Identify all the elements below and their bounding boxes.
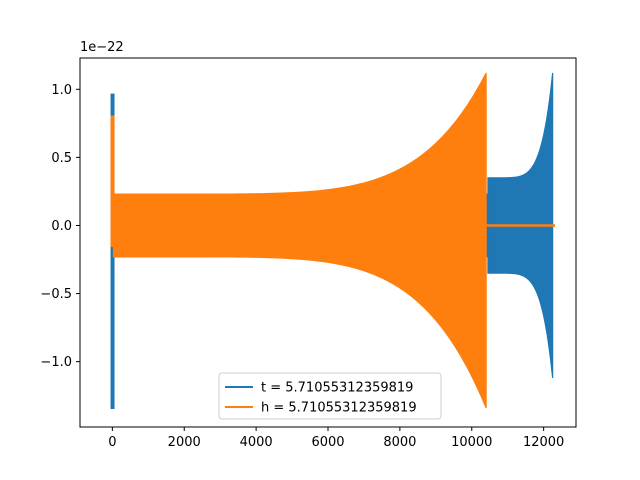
x-tick-label: 8000 bbox=[383, 435, 416, 450]
y-axis: 1.0 0.5 0.0 −0.5 −1.0 bbox=[40, 83, 80, 370]
x-tick-label: 0 bbox=[108, 435, 116, 450]
x-tick-label: 6000 bbox=[311, 435, 344, 450]
y-tick-label: −0.5 bbox=[40, 287, 72, 302]
y-tick-label: −1.0 bbox=[40, 355, 72, 370]
y-tick-label: 0.5 bbox=[51, 151, 72, 166]
series-1-segment-2 bbox=[485, 224, 556, 227]
series-1-segment-1 bbox=[112, 72, 487, 409]
series-1 bbox=[110, 72, 556, 409]
x-tick-label: 10000 bbox=[451, 435, 492, 450]
x-tick-label: 12000 bbox=[523, 435, 564, 450]
legend: t = 5.71055312359819 h = 5.71055312359819 bbox=[218, 372, 442, 420]
legend-box bbox=[218, 372, 442, 420]
y-tick-label: 0.0 bbox=[51, 219, 72, 234]
x-tick-label: 4000 bbox=[240, 435, 273, 450]
x-axis: 0 2000 4000 6000 8000 10000 12000 bbox=[108, 427, 564, 450]
legend-label-1: h = 5.71055312359819 bbox=[261, 401, 417, 416]
plot-area bbox=[110, 72, 556, 410]
y-axis-offset-label: 1e−22 bbox=[80, 40, 124, 55]
legend-label-0: t = 5.71055312359819 bbox=[261, 381, 413, 396]
y-tick-label: 1.0 bbox=[51, 83, 72, 98]
x-tick-label: 2000 bbox=[168, 435, 201, 450]
